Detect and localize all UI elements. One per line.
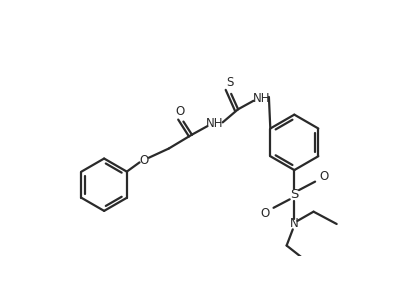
Text: NH: NH (206, 118, 223, 130)
Text: O: O (175, 105, 185, 118)
Text: NH: NH (252, 92, 269, 105)
Text: N: N (289, 217, 298, 230)
Text: O: O (318, 170, 327, 183)
Text: S: S (290, 188, 298, 201)
Text: O: O (260, 207, 269, 220)
Text: O: O (139, 154, 148, 166)
Text: S: S (226, 76, 233, 89)
